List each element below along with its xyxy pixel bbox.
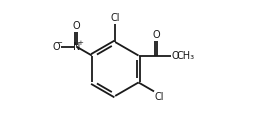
- Text: O: O: [171, 51, 179, 61]
- Text: O: O: [72, 21, 80, 31]
- Text: +: +: [77, 40, 83, 46]
- Text: O: O: [52, 42, 60, 52]
- Text: Cl: Cl: [155, 92, 164, 102]
- Text: CH₃: CH₃: [176, 51, 195, 61]
- Text: O: O: [153, 30, 160, 40]
- Text: −: −: [56, 40, 62, 46]
- Text: Cl: Cl: [110, 14, 120, 23]
- Text: N: N: [73, 42, 80, 52]
